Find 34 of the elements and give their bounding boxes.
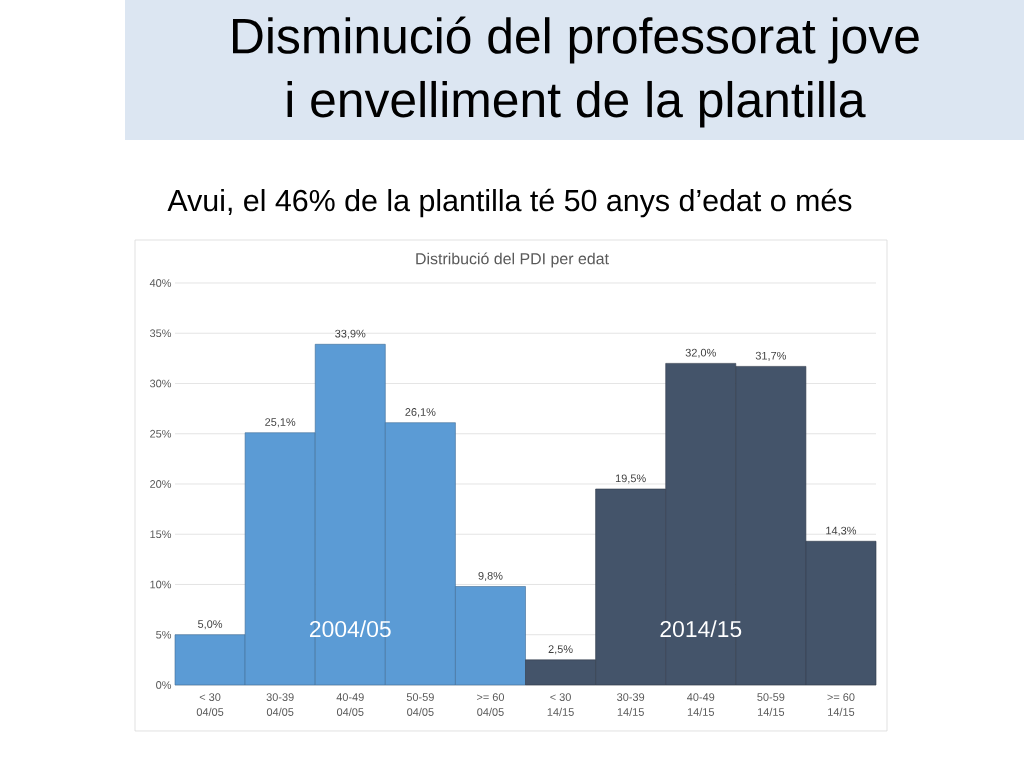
data-label: 32,0% — [685, 348, 716, 358]
y-tick-label: 5% — [156, 630, 172, 639]
chart-subtitle: Avui, el 46% de la plantilla té 50 anys d’edat o més — [167, 188, 852, 218]
y-tick-label: 25% — [150, 429, 172, 438]
x-tick-label: < 30 14/15 — [547, 693, 574, 716]
x-tick-label: < 30 04/05 — [196, 693, 224, 716]
data-label: 31,7% — [755, 351, 786, 361]
x-tick-label: 50-59 04/05 — [406, 693, 434, 716]
y-tick-label: 10% — [150, 580, 172, 589]
series-label: 2014/15 — [660, 620, 742, 638]
data-label: 25,1% — [265, 418, 296, 428]
x-tick-label: 30-39 04/05 — [266, 693, 294, 716]
y-tick-label: 40% — [149, 279, 172, 287]
data-label: 14,3% — [826, 526, 857, 536]
chart-title: Disminució del professorat jove i envelliment de la plantilla — [233, 16, 919, 128]
x-tick-label: 30-39 14/15 — [617, 693, 645, 716]
data-label: 9,8% — [478, 571, 503, 581]
series-label: 2004/05 — [310, 620, 391, 638]
x-tick-label: 40-49 14/15 — [687, 693, 715, 716]
y-tick-label: 15% — [150, 530, 172, 539]
x-tick-label: >= 60 04/05 — [476, 693, 505, 716]
x-tick-label: >= 60 14/15 — [827, 693, 855, 716]
y-tick-label: 30% — [149, 379, 172, 388]
x-tick-label: 50-59 14/15 — [757, 693, 785, 716]
y-tick-label: 35% — [149, 329, 172, 338]
text: Distribució del PDI per edat — [416, 252, 609, 268]
data-label: 19,5% — [615, 474, 646, 484]
data-label: 2,5% — [548, 645, 573, 655]
data-label: 33,9% — [335, 329, 366, 339]
y-tick-label: 20% — [150, 480, 172, 488]
y-tick-label: 0% — [156, 681, 172, 689]
data-label: 5,0% — [198, 620, 223, 630]
x-tick-label: 40-49 04/05 — [336, 693, 364, 716]
data-label: 26,1% — [405, 408, 436, 418]
